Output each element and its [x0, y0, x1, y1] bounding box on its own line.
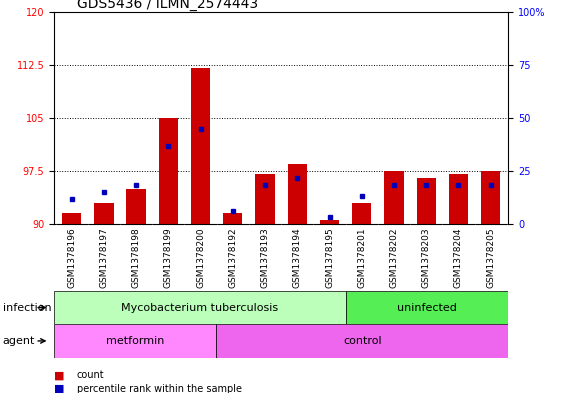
Text: GDS5436 / ILMN_2574443: GDS5436 / ILMN_2574443: [77, 0, 258, 11]
Bar: [94, 203, 114, 224]
Text: GSM1378192: GSM1378192: [228, 227, 237, 288]
Text: GSM1378205: GSM1378205: [486, 227, 495, 288]
Bar: [385, 171, 404, 224]
Text: ■: ■: [54, 384, 64, 393]
Text: uninfected: uninfected: [397, 303, 457, 312]
Bar: [256, 174, 275, 224]
Bar: [352, 203, 371, 224]
Bar: [158, 118, 178, 224]
Bar: [54, 291, 346, 324]
Text: metformin: metformin: [106, 336, 164, 346]
Text: GSM1378199: GSM1378199: [164, 227, 173, 288]
Text: GSM1378196: GSM1378196: [67, 227, 76, 288]
Bar: [223, 213, 243, 224]
Bar: [54, 324, 216, 358]
Text: GSM1378201: GSM1378201: [357, 227, 366, 288]
Text: control: control: [343, 336, 382, 346]
Text: GSM1378204: GSM1378204: [454, 227, 463, 288]
Bar: [481, 171, 500, 224]
Bar: [287, 164, 307, 224]
Text: percentile rank within the sample: percentile rank within the sample: [77, 384, 241, 393]
Text: GSM1378203: GSM1378203: [421, 227, 431, 288]
Text: GSM1378194: GSM1378194: [293, 227, 302, 288]
Bar: [416, 178, 436, 224]
Text: GSM1378197: GSM1378197: [99, 227, 108, 288]
Bar: [216, 324, 508, 358]
Bar: [127, 189, 146, 224]
Text: agent: agent: [3, 336, 35, 346]
Bar: [62, 213, 81, 224]
Bar: [449, 174, 468, 224]
Text: Mycobacterium tuberculosis: Mycobacterium tuberculosis: [122, 303, 278, 312]
Text: GSM1378200: GSM1378200: [196, 227, 205, 288]
Bar: [346, 291, 508, 324]
Text: ■: ■: [54, 370, 64, 380]
Text: GSM1378195: GSM1378195: [325, 227, 334, 288]
Text: GSM1378193: GSM1378193: [261, 227, 270, 288]
Text: infection: infection: [3, 303, 52, 312]
Text: GSM1378198: GSM1378198: [132, 227, 141, 288]
Bar: [191, 68, 210, 224]
Text: count: count: [77, 370, 105, 380]
Bar: [320, 220, 339, 224]
Text: GSM1378202: GSM1378202: [390, 227, 399, 288]
